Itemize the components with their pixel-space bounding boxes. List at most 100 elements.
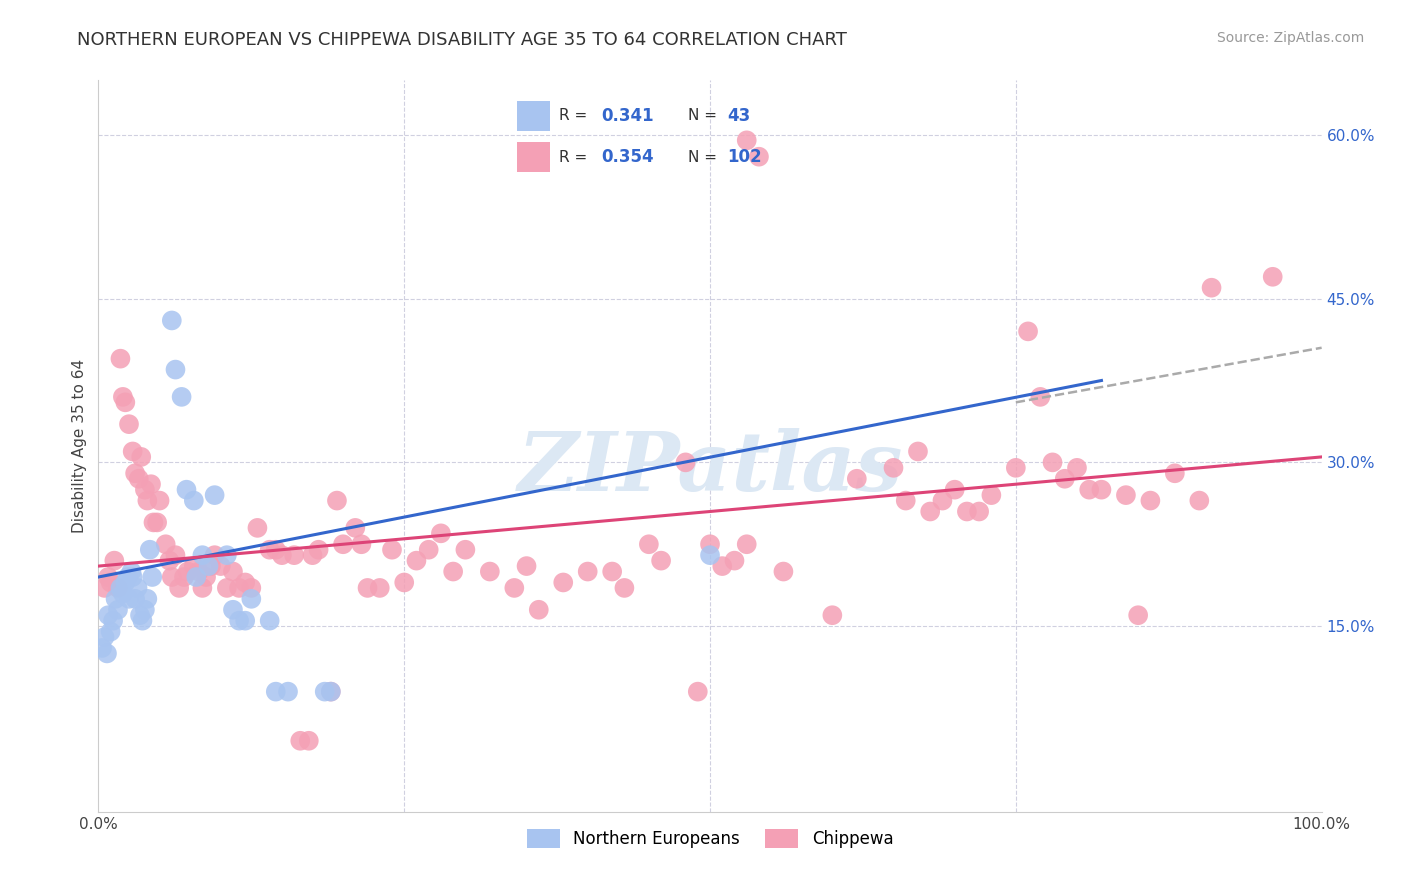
Point bbox=[118, 591, 141, 606]
Point bbox=[101, 614, 124, 628]
Point bbox=[454, 542, 477, 557]
Point bbox=[350, 537, 373, 551]
Point bbox=[183, 493, 205, 508]
Point bbox=[368, 581, 391, 595]
Point bbox=[111, 390, 134, 404]
Point bbox=[120, 565, 142, 579]
Point bbox=[1261, 269, 1284, 284]
Point bbox=[277, 684, 299, 698]
Point bbox=[160, 570, 183, 584]
Y-axis label: Disability Age 35 to 64: Disability Age 35 to 64 bbox=[72, 359, 87, 533]
Point bbox=[478, 565, 501, 579]
Point bbox=[613, 581, 636, 595]
Point bbox=[124, 591, 146, 606]
Point bbox=[980, 488, 1002, 502]
Point bbox=[699, 537, 721, 551]
Point bbox=[107, 581, 129, 595]
Point bbox=[139, 542, 162, 557]
Point bbox=[259, 542, 281, 557]
Text: NORTHERN EUROPEAN VS CHIPPEWA DISABILITY AGE 35 TO 64 CORRELATION CHART: NORTHERN EUROPEAN VS CHIPPEWA DISABILITY… bbox=[77, 31, 848, 49]
Point bbox=[381, 542, 404, 557]
Point bbox=[228, 581, 250, 595]
Point bbox=[699, 548, 721, 562]
Point bbox=[264, 542, 287, 557]
Point bbox=[117, 570, 139, 584]
Point bbox=[246, 521, 269, 535]
Point bbox=[114, 575, 136, 590]
Point bbox=[149, 493, 172, 508]
Point bbox=[195, 570, 218, 584]
Point bbox=[301, 548, 323, 562]
Point bbox=[430, 526, 453, 541]
Point bbox=[204, 488, 226, 502]
Point bbox=[187, 565, 209, 579]
Legend: Northern Europeans, Chippewa: Northern Europeans, Chippewa bbox=[520, 822, 900, 855]
Point bbox=[197, 559, 219, 574]
Point bbox=[1164, 467, 1187, 481]
Point bbox=[97, 570, 120, 584]
Point bbox=[97, 608, 120, 623]
Point bbox=[1128, 608, 1150, 623]
Point bbox=[314, 684, 336, 698]
Point bbox=[124, 467, 146, 481]
Text: Source: ZipAtlas.com: Source: ZipAtlas.com bbox=[1216, 31, 1364, 45]
Point bbox=[748, 150, 770, 164]
Point bbox=[270, 548, 294, 562]
Point bbox=[405, 554, 427, 568]
Point bbox=[146, 516, 169, 530]
Point bbox=[332, 537, 354, 551]
Point bbox=[93, 581, 115, 595]
Point bbox=[1139, 493, 1161, 508]
Point bbox=[233, 614, 256, 628]
Point bbox=[1042, 455, 1064, 469]
Point bbox=[441, 565, 464, 579]
Point bbox=[259, 614, 281, 628]
Point bbox=[711, 559, 734, 574]
Point bbox=[134, 603, 156, 617]
Point bbox=[129, 450, 152, 464]
Point bbox=[100, 624, 122, 639]
Point bbox=[96, 647, 118, 661]
Point bbox=[240, 591, 263, 606]
Point bbox=[93, 630, 115, 644]
Point bbox=[121, 444, 143, 458]
Point bbox=[222, 603, 245, 617]
Point bbox=[600, 565, 623, 579]
Point bbox=[943, 483, 966, 497]
Point bbox=[136, 591, 159, 606]
Point bbox=[191, 581, 214, 595]
Point bbox=[1090, 483, 1112, 497]
Point bbox=[1115, 488, 1137, 502]
Point bbox=[931, 493, 953, 508]
Point bbox=[675, 455, 697, 469]
Point bbox=[183, 559, 205, 574]
Point bbox=[392, 575, 416, 590]
Point bbox=[222, 565, 245, 579]
Point bbox=[209, 559, 232, 574]
Point bbox=[1201, 281, 1223, 295]
Point bbox=[118, 417, 141, 432]
Point bbox=[845, 472, 868, 486]
Point bbox=[1029, 390, 1052, 404]
Point bbox=[772, 565, 794, 579]
Point bbox=[686, 684, 709, 698]
Point bbox=[553, 575, 575, 590]
Point bbox=[139, 477, 162, 491]
Point bbox=[107, 603, 129, 617]
Point bbox=[1188, 493, 1211, 508]
Point bbox=[298, 733, 321, 747]
Point bbox=[200, 559, 222, 574]
Point bbox=[141, 570, 163, 584]
Point bbox=[177, 565, 200, 579]
Point bbox=[735, 133, 758, 147]
Point bbox=[264, 684, 287, 698]
Point bbox=[637, 537, 661, 551]
Point bbox=[228, 614, 250, 628]
Point bbox=[176, 483, 198, 497]
Point bbox=[157, 554, 180, 568]
Point bbox=[1017, 324, 1039, 338]
Point bbox=[131, 614, 153, 628]
Point bbox=[418, 542, 440, 557]
Point bbox=[165, 548, 187, 562]
Point bbox=[821, 608, 844, 623]
